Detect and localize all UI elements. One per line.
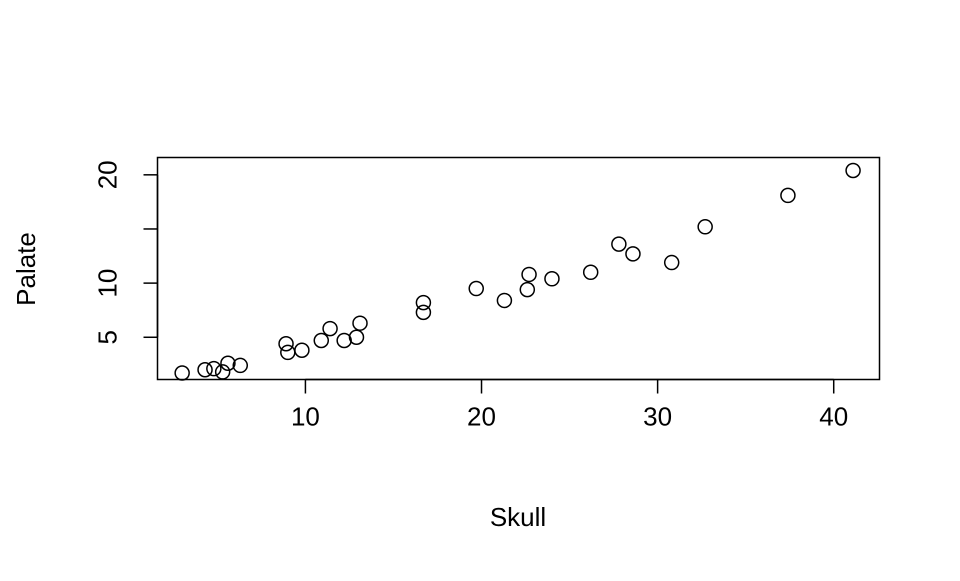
data-point — [415, 304, 432, 321]
data-point — [845, 162, 861, 179]
x-axis-label: Skull — [490, 502, 546, 532]
x-tick-label: 10 — [291, 402, 320, 432]
data-point — [544, 271, 560, 287]
y-tick-label: 5 — [93, 330, 123, 344]
data-point — [468, 280, 484, 297]
data-point — [496, 292, 513, 309]
data-point — [519, 281, 536, 298]
plot-frame — [156, 156, 881, 381]
data-point — [278, 336, 294, 352]
data-point — [214, 364, 231, 380]
data-point — [294, 342, 310, 359]
data-point — [220, 355, 236, 372]
data-points — [174, 162, 861, 381]
x-tick-label: 30 — [643, 402, 672, 432]
data-point — [280, 344, 296, 361]
data-point — [697, 219, 713, 235]
y-tick-label: 20 — [93, 160, 123, 189]
x-axis: 10 20 30 40 — [291, 378, 848, 432]
data-point — [611, 236, 627, 252]
data-point — [206, 360, 222, 377]
data-point — [232, 357, 249, 374]
data-point — [415, 294, 432, 311]
data-point — [313, 332, 330, 349]
x-tick-label: 40 — [819, 402, 848, 432]
x-tick-label: 20 — [467, 402, 496, 432]
data-point — [336, 332, 352, 349]
data-point — [197, 362, 213, 378]
y-axis: 5 10 20 — [93, 160, 159, 345]
data-point — [521, 266, 537, 283]
y-axis-label: Palate — [11, 232, 41, 306]
data-point — [348, 329, 365, 346]
data-point — [322, 320, 338, 337]
data-point — [582, 264, 599, 281]
y-tick-label: 10 — [93, 269, 123, 298]
data-point — [625, 246, 641, 262]
data-point — [174, 365, 190, 381]
data-point — [780, 187, 796, 204]
data-point — [352, 315, 368, 331]
data-point — [663, 254, 680, 271]
